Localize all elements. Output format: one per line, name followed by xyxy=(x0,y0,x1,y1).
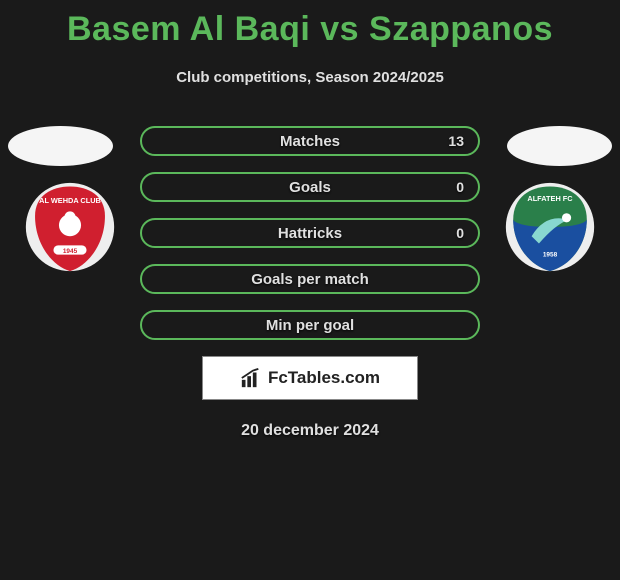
comparison-content: AL WEHDA CLUB 1945 ALFATEH FC 1958 Match… xyxy=(0,126,620,440)
page-title: Basem Al Baqi vs Szappanos xyxy=(0,0,620,49)
stat-label: Goals per match xyxy=(251,271,369,288)
stat-value-right: 0 xyxy=(456,179,464,195)
stat-value-right: 0 xyxy=(456,225,464,241)
bar-chart-icon xyxy=(240,367,262,389)
stat-row-goals: Goals 0 xyxy=(140,172,480,202)
club-logo-right: ALFATEH FC 1958 xyxy=(501,178,599,276)
club-logo-left: AL WEHDA CLUB 1945 xyxy=(21,178,119,276)
svg-text:AL WEHDA CLUB: AL WEHDA CLUB xyxy=(39,196,101,205)
player-right-photo-placeholder xyxy=(507,126,612,166)
svg-text:1945: 1945 xyxy=(63,248,78,255)
al-wehda-logo-icon: AL WEHDA CLUB 1945 xyxy=(24,181,116,273)
svg-text:1958: 1958 xyxy=(543,251,558,258)
alfateh-logo-icon: ALFATEH FC 1958 xyxy=(504,181,596,273)
stat-row-goals-per-match: Goals per match xyxy=(140,264,480,294)
stat-label: Min per goal xyxy=(266,317,354,334)
stat-row-min-per-goal: Min per goal xyxy=(140,310,480,340)
stat-label: Goals xyxy=(289,179,331,196)
brand-text: FcTables.com xyxy=(268,368,380,388)
stat-row-matches: Matches 13 xyxy=(140,126,480,156)
stat-label: Matches xyxy=(280,133,340,150)
stat-row-hattricks: Hattricks 0 xyxy=(140,218,480,248)
stats-container: Matches 13 Goals 0 Hattricks 0 Goals per… xyxy=(140,126,480,340)
stat-label: Hattricks xyxy=(278,225,342,242)
stat-value-right: 13 xyxy=(448,133,464,149)
snapshot-date: 20 december 2024 xyxy=(0,422,620,440)
player-left-photo-placeholder xyxy=(8,126,113,166)
competition-subtitle: Club competitions, Season 2024/2025 xyxy=(0,69,620,86)
svg-text:ALFATEH FC: ALFATEH FC xyxy=(527,194,573,203)
brand-attribution: FcTables.com xyxy=(202,356,418,400)
